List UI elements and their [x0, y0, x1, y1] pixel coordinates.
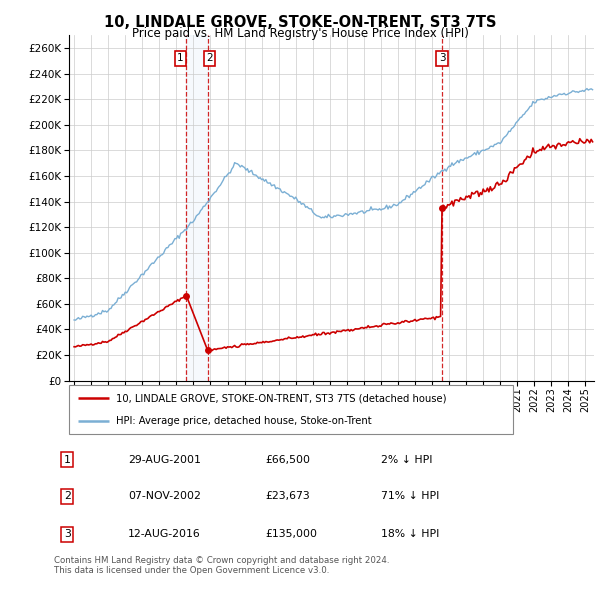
Text: 29-AUG-2001: 29-AUG-2001 — [128, 455, 201, 464]
Text: This data is licensed under the Open Government Licence v3.0.: This data is licensed under the Open Gov… — [54, 566, 329, 575]
Text: 10, LINDALE GROVE, STOKE-ON-TRENT, ST3 7TS (detached house): 10, LINDALE GROVE, STOKE-ON-TRENT, ST3 7… — [116, 394, 446, 404]
Text: 12-AUG-2016: 12-AUG-2016 — [128, 529, 200, 539]
Text: 1: 1 — [64, 455, 71, 464]
Text: 10, LINDALE GROVE, STOKE-ON-TRENT, ST3 7TS: 10, LINDALE GROVE, STOKE-ON-TRENT, ST3 7… — [104, 15, 496, 30]
Text: 1: 1 — [177, 54, 184, 63]
Text: 2: 2 — [206, 54, 213, 63]
Text: 3: 3 — [64, 529, 71, 539]
Text: 3: 3 — [439, 54, 445, 63]
Text: 18% ↓ HPI: 18% ↓ HPI — [382, 529, 440, 539]
FancyBboxPatch shape — [69, 385, 513, 434]
Text: Price paid vs. HM Land Registry's House Price Index (HPI): Price paid vs. HM Land Registry's House … — [131, 27, 469, 40]
Bar — [187, 35, 208, 381]
Text: 71% ↓ HPI: 71% ↓ HPI — [382, 491, 440, 502]
Text: £23,673: £23,673 — [265, 491, 310, 502]
Text: £135,000: £135,000 — [265, 529, 317, 539]
Text: 07-NOV-2002: 07-NOV-2002 — [128, 491, 201, 502]
Text: HPI: Average price, detached house, Stoke-on-Trent: HPI: Average price, detached house, Stok… — [116, 415, 371, 425]
Text: 2: 2 — [64, 491, 71, 502]
Text: 2% ↓ HPI: 2% ↓ HPI — [382, 455, 433, 464]
Text: £66,500: £66,500 — [265, 455, 310, 464]
Text: Contains HM Land Registry data © Crown copyright and database right 2024.: Contains HM Land Registry data © Crown c… — [54, 556, 389, 565]
